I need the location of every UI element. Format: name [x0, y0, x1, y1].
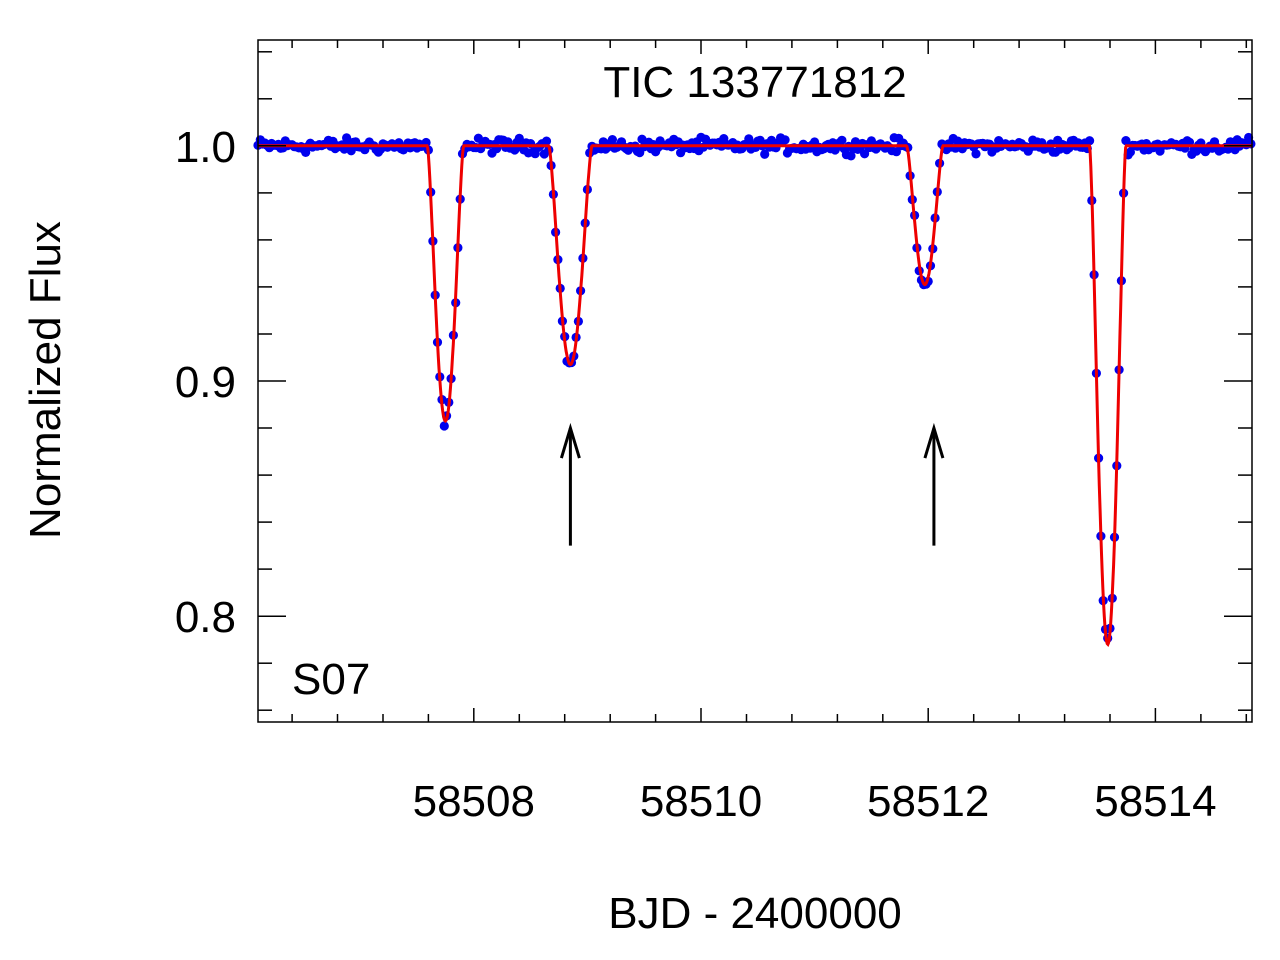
x-tick-label-2: 58512: [867, 777, 989, 826]
data-point-267: [860, 149, 870, 159]
data-point-113: [510, 145, 520, 155]
tick-labels: 58508 58510 58512 58514 0.8 0.9 1.0: [175, 123, 1217, 826]
x-axis-title: BJD - 2400000: [608, 889, 902, 938]
arrows-layer: [559, 422, 945, 546]
y-tick-label-2: 1.0: [175, 123, 236, 172]
y-tick-label-1: 0.9: [175, 358, 236, 407]
x-tick-label-3: 58514: [1094, 777, 1216, 826]
data-point-232: [780, 135, 790, 145]
y-tick-label-0: 0.8: [175, 593, 236, 642]
data-point-82: [439, 421, 449, 431]
y-axis-title: Normalized Flux: [21, 221, 70, 539]
data-point-115: [514, 133, 524, 143]
data-point-382: [1121, 136, 1131, 146]
model-front-layer: [258, 144, 1252, 647]
data-point-41: [346, 146, 356, 156]
model-line: [258, 144, 1252, 647]
data-point-223: [760, 149, 770, 159]
data-point-366: [1085, 136, 1095, 146]
data-points-layer: [253, 132, 1256, 643]
data-point-316: [971, 149, 981, 159]
plot-frame: [257, 39, 1253, 723]
x-tick-label-0: 58508: [413, 777, 535, 826]
arrow-head-1: [923, 422, 945, 459]
data-point-156: [607, 135, 618, 145]
chart-title: TIC 133771812: [603, 58, 906, 107]
axis-ticks: [258, 40, 1252, 722]
panel-label: S07: [292, 655, 370, 704]
data-point-257: [837, 135, 847, 145]
data-point-127: [541, 136, 552, 146]
data-point-270: [866, 136, 877, 146]
x-tick-label-1: 58510: [640, 777, 762, 826]
arrow-head-0: [559, 422, 581, 459]
data-point-261: [846, 151, 856, 161]
